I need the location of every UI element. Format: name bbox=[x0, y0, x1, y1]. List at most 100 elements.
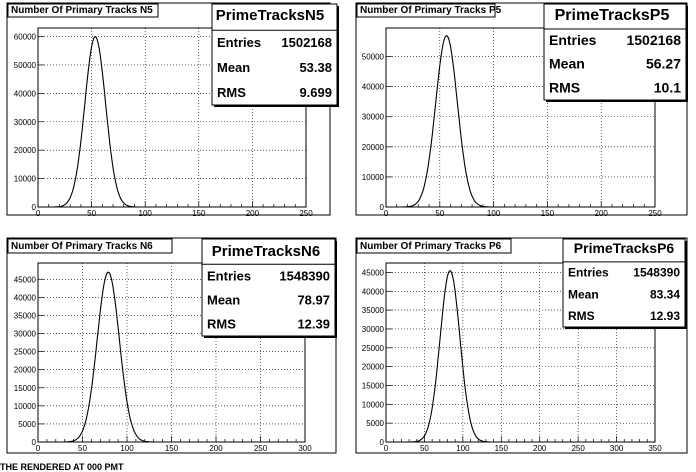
stats-mean-value: 78.97 bbox=[297, 292, 330, 307]
stats-entries-label: Entries bbox=[568, 266, 609, 280]
y-tick-label: 5000 bbox=[366, 419, 384, 428]
x-tick-label: 300 bbox=[298, 444, 312, 453]
stats-entries-value: 1548390 bbox=[279, 268, 330, 283]
histogram-grid: 0 50 100 150 200 2500100002000030000400005000… bbox=[6, 2, 688, 454]
stats-rms-label: RMS bbox=[207, 316, 236, 331]
stats-mean-label: Mean bbox=[549, 56, 585, 72]
histogram-panel-4: 0 50 100 150 200 250 300 350 0 5000 10000 15000 2000… bbox=[355, 237, 688, 454]
y-tick-label: 40000 bbox=[14, 89, 37, 98]
stats-title: PrimeTracksP5 bbox=[555, 7, 670, 24]
stats-box bbox=[562, 238, 686, 328]
stats-rms-value: 9.699 bbox=[299, 85, 332, 100]
stats-rms-value: 12.93 bbox=[650, 309, 680, 323]
histogram-line bbox=[38, 36, 306, 207]
x-tick-label: 0 bbox=[36, 444, 41, 453]
histogram-line bbox=[38, 271, 305, 442]
x-tick-label: 100 bbox=[120, 444, 134, 453]
x-tick-label: 0 bbox=[384, 444, 389, 453]
x-tick-label: 150 bbox=[495, 444, 509, 453]
y-tick-label: 20000 bbox=[362, 143, 385, 152]
x-tick-label: 200 bbox=[246, 209, 260, 218]
stats-rms-label: RMS bbox=[549, 79, 580, 95]
x-tick-label: 350 bbox=[648, 444, 662, 453]
title-box bbox=[7, 238, 173, 254]
y-tick-label: 0 bbox=[32, 438, 37, 447]
stats-box bbox=[543, 3, 687, 101]
x-tick-label: 50 bbox=[87, 209, 96, 218]
x-tick-label: 200 bbox=[595, 209, 609, 218]
x-tick-label: 250 bbox=[648, 209, 662, 218]
y-tick-label: 25000 bbox=[14, 348, 37, 357]
y-tick-label: 30000 bbox=[14, 118, 37, 127]
stats-mean-label: Mean bbox=[568, 287, 599, 301]
x-tick-label: 50 bbox=[435, 209, 444, 218]
y-tick-label: 40000 bbox=[14, 293, 37, 302]
title-box bbox=[7, 3, 159, 18]
y-tick-label: 0 bbox=[32, 203, 37, 212]
y-tick-label: 10000 bbox=[14, 402, 37, 411]
y-tick-label: 15000 bbox=[14, 384, 37, 393]
y-tick-label: 35000 bbox=[362, 306, 385, 315]
y-tick-label: 60000 bbox=[14, 33, 37, 42]
stats-mean-value: 83.34 bbox=[650, 287, 680, 301]
stats-title: PrimeTracksP6 bbox=[574, 240, 675, 256]
stats-box bbox=[211, 3, 338, 106]
x-tick-label: 200 bbox=[209, 444, 223, 453]
x-tick-label: 50 bbox=[420, 444, 429, 453]
y-tick-label: 30000 bbox=[362, 113, 385, 122]
x-tick-label: 150 bbox=[165, 444, 179, 453]
x-tick-label: 300 bbox=[610, 444, 624, 453]
y-tick-label: 10000 bbox=[362, 173, 385, 182]
y-tick-label: 45000 bbox=[14, 275, 37, 284]
y-tick-label: 40000 bbox=[362, 83, 385, 92]
y-tick-label: 10000 bbox=[14, 175, 37, 184]
y-tick-label: 35000 bbox=[14, 311, 37, 320]
histogram-line bbox=[386, 270, 655, 442]
y-tick-label: 30000 bbox=[14, 330, 37, 339]
histogram-panel-1: 0 50 100 150 200 250 0 10000 20000 30000 40000 5000… bbox=[6, 2, 339, 218]
histogram-line bbox=[386, 34, 655, 207]
chart-title: Number Of Primary Tracks P5 bbox=[360, 5, 502, 16]
y-tick-label: 15000 bbox=[362, 381, 385, 390]
stats-rms-label: RMS bbox=[568, 309, 595, 323]
x-tick-label: 100 bbox=[456, 444, 470, 453]
x-tick-label: 50 bbox=[78, 444, 87, 453]
stats-rms-value: 12.39 bbox=[297, 316, 330, 331]
y-tick-label: 50000 bbox=[14, 61, 37, 70]
x-tick-label: 150 bbox=[192, 209, 206, 218]
y-tick-label: 10000 bbox=[362, 400, 385, 409]
x-tick-label: 250 bbox=[299, 209, 313, 218]
stats-title: PrimeTracksN5 bbox=[216, 7, 324, 24]
x-tick-label: 0 bbox=[384, 209, 389, 218]
stats-mean-value: 56.27 bbox=[646, 56, 681, 72]
stats-entries-value: 1502168 bbox=[281, 35, 332, 50]
chart-title: Number Of Primary Tracks N5 bbox=[11, 5, 153, 16]
y-tick-label: 25000 bbox=[362, 344, 385, 353]
x-tick-label: 0 bbox=[36, 209, 41, 218]
title-box bbox=[356, 238, 512, 254]
stats-entries-label: Entries bbox=[549, 32, 597, 48]
footer-text: THE RENDERED AT 000 PMT bbox=[0, 462, 124, 472]
x-tick-label: 100 bbox=[487, 209, 501, 218]
stats-mean-label: Mean bbox=[207, 292, 240, 307]
y-tick-label: 30000 bbox=[362, 325, 385, 334]
stats-entries-value: 1502168 bbox=[626, 32, 681, 48]
y-tick-label: 5000 bbox=[18, 420, 36, 429]
y-tick-label: 20000 bbox=[362, 363, 385, 372]
stats-title: PrimeTracksN6 bbox=[212, 243, 320, 260]
y-tick-label: 20000 bbox=[14, 366, 37, 375]
stats-entries-value: 1548390 bbox=[633, 266, 680, 280]
x-tick-label: 200 bbox=[533, 444, 547, 453]
y-tick-label: 20000 bbox=[14, 146, 37, 155]
x-tick-label: 250 bbox=[254, 444, 268, 453]
stats-entries-label: Entries bbox=[217, 35, 261, 50]
stats-mean-value: 53.38 bbox=[299, 60, 332, 75]
y-tick-label: 0 bbox=[380, 438, 385, 447]
x-tick-label: 100 bbox=[139, 209, 153, 218]
histogram-panel-3: 0 50 100 150 200 250 300 0 5000 10000 15000 20000 25… bbox=[6, 237, 337, 454]
chart-title: Number Of Primary Tracks P6 bbox=[360, 241, 502, 252]
x-tick-label: 150 bbox=[541, 209, 555, 218]
stats-rms-value: 10.1 bbox=[654, 79, 681, 95]
chart-title: Number Of Primary Tracks N6 bbox=[11, 241, 153, 252]
title-box bbox=[356, 3, 496, 18]
